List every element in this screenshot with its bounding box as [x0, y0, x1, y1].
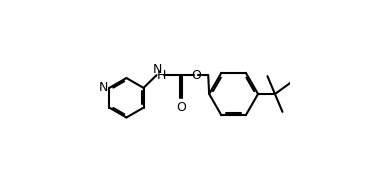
- Text: N: N: [99, 81, 109, 94]
- Text: O: O: [191, 69, 201, 82]
- Text: O: O: [176, 101, 186, 114]
- Text: H: H: [156, 69, 166, 82]
- Text: N: N: [152, 63, 162, 76]
